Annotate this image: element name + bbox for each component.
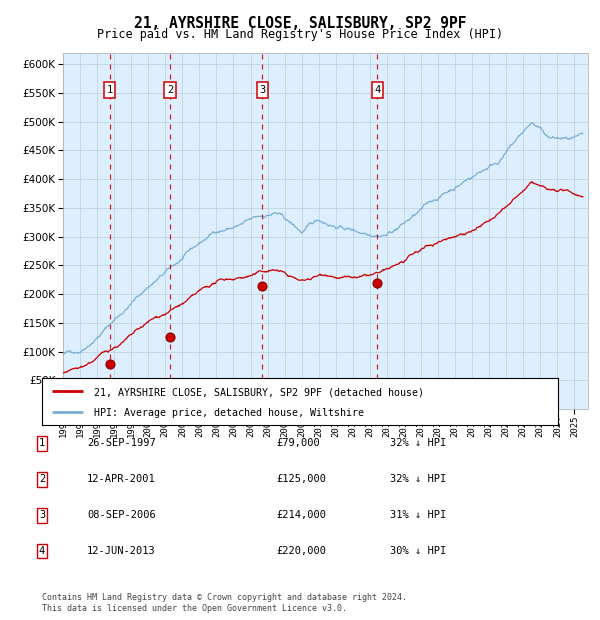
Text: 32% ↓ HPI: 32% ↓ HPI [390, 474, 446, 484]
Text: £79,000: £79,000 [276, 438, 320, 448]
Text: 31% ↓ HPI: 31% ↓ HPI [390, 510, 446, 520]
Text: 12-APR-2001: 12-APR-2001 [87, 474, 156, 484]
Text: 4: 4 [39, 546, 45, 556]
Text: 12-JUN-2013: 12-JUN-2013 [87, 546, 156, 556]
Text: 2: 2 [167, 85, 173, 95]
Text: 1: 1 [106, 85, 113, 95]
Text: 2: 2 [39, 474, 45, 484]
Text: £125,000: £125,000 [276, 474, 326, 484]
Text: 32% ↓ HPI: 32% ↓ HPI [390, 438, 446, 448]
Text: 1: 1 [39, 438, 45, 448]
Text: Contains HM Land Registry data © Crown copyright and database right 2024.
This d: Contains HM Land Registry data © Crown c… [42, 593, 407, 613]
Text: 30% ↓ HPI: 30% ↓ HPI [390, 546, 446, 556]
Text: £220,000: £220,000 [276, 546, 326, 556]
Text: Price paid vs. HM Land Registry's House Price Index (HPI): Price paid vs. HM Land Registry's House … [97, 28, 503, 41]
Text: 21, AYRSHIRE CLOSE, SALISBURY, SP2 9PF: 21, AYRSHIRE CLOSE, SALISBURY, SP2 9PF [134, 16, 466, 30]
Text: HPI: Average price, detached house, Wiltshire: HPI: Average price, detached house, Wilt… [94, 407, 364, 418]
Text: 08-SEP-2006: 08-SEP-2006 [87, 510, 156, 520]
Text: 3: 3 [259, 85, 265, 95]
Text: 4: 4 [374, 85, 380, 95]
Text: 26-SEP-1997: 26-SEP-1997 [87, 438, 156, 448]
Text: £214,000: £214,000 [276, 510, 326, 520]
Text: 21, AYRSHIRE CLOSE, SALISBURY, SP2 9PF (detached house): 21, AYRSHIRE CLOSE, SALISBURY, SP2 9PF (… [94, 387, 424, 397]
Text: 3: 3 [39, 510, 45, 520]
